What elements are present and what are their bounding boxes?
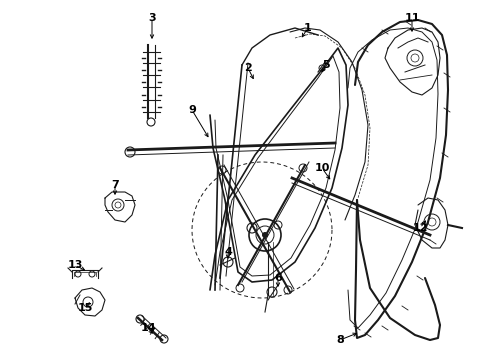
Text: 12: 12 [412,223,428,233]
Text: 13: 13 [67,260,83,270]
Text: 9: 9 [188,105,196,115]
Circle shape [262,232,268,238]
Text: 11: 11 [404,13,420,23]
Text: 4: 4 [224,247,232,257]
Text: 8: 8 [336,335,344,345]
Text: 1: 1 [304,23,312,33]
Text: 10: 10 [314,163,330,173]
Text: 14: 14 [140,323,156,333]
Text: 2: 2 [244,63,252,73]
Text: 7: 7 [111,180,119,190]
Text: 15: 15 [77,303,93,313]
Text: 6: 6 [274,273,282,283]
Text: 3: 3 [148,13,156,23]
Text: 5: 5 [322,60,330,70]
